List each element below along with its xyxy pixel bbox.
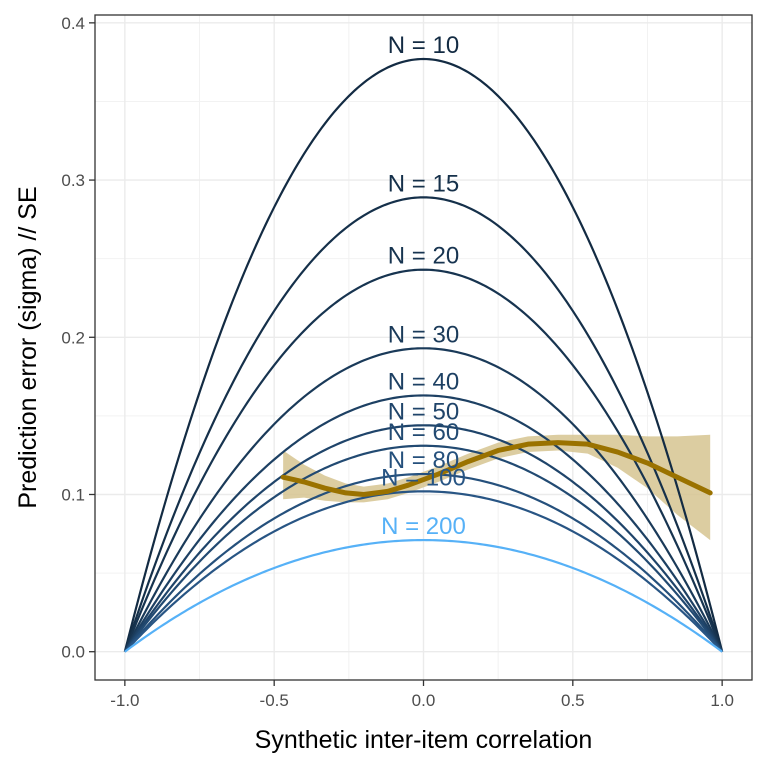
curve-label: N = 20	[388, 243, 459, 270]
curve-n-100	[124, 490, 723, 653]
curve-label: N = 10	[388, 32, 459, 59]
curve-label: N = 100	[381, 464, 466, 491]
y-tick-label: 0.3	[61, 171, 85, 190]
curve-n-50	[123, 424, 724, 653]
curve-n-200	[124, 538, 723, 653]
curve-label: N = 60	[388, 419, 459, 446]
smooth-confidence-band	[283, 434, 711, 541]
curves-layer	[123, 57, 724, 653]
x-tick-label: 0.5	[561, 691, 585, 710]
curve-label: N = 50	[388, 398, 459, 425]
curve-label: N = 15	[388, 170, 459, 197]
curve-n-60	[123, 444, 724, 653]
y-tick-label: 0.2	[61, 328, 85, 347]
x-axis-title: Synthetic inter-item correlation	[255, 726, 593, 754]
curve-n-30	[123, 347, 724, 653]
x-tick-label: 1.0	[710, 691, 734, 710]
x-tick-label: -0.5	[260, 691, 289, 710]
x-tick-label: -1.0	[110, 691, 139, 710]
y-tick-label: 0.0	[61, 643, 85, 662]
axes: -1.0 -0.5 0.0 0.5 1.0 0.0 0.1 0.2 0.3 0.4	[61, 14, 734, 710]
curve-n-80	[124, 472, 723, 653]
curve-n-40	[123, 394, 724, 653]
smooth-band-layer	[283, 434, 711, 541]
curve-n-15	[123, 196, 724, 653]
smooth-trend-line	[280, 440, 713, 497]
y-tick-label: 0.4	[61, 14, 85, 33]
x-tick-label: 0.0	[412, 691, 436, 710]
grid	[95, 15, 752, 680]
curve-n-10	[123, 57, 724, 652]
y-axis-title: Prediction error (sigma) // SE	[14, 186, 42, 508]
curve-n-20	[123, 268, 724, 653]
smooth-line-layer	[280, 440, 713, 497]
curve-label: N = 30	[388, 321, 459, 348]
curve-label: N = 200	[381, 513, 466, 540]
curve-label: N = 40	[388, 368, 459, 395]
curve-labels-layer: N = 10N = 15N = 20N = 30N = 40N = 50N = …	[381, 32, 466, 540]
curve-label: N = 80	[388, 447, 459, 474]
y-tick-label: 0.1	[61, 485, 85, 504]
